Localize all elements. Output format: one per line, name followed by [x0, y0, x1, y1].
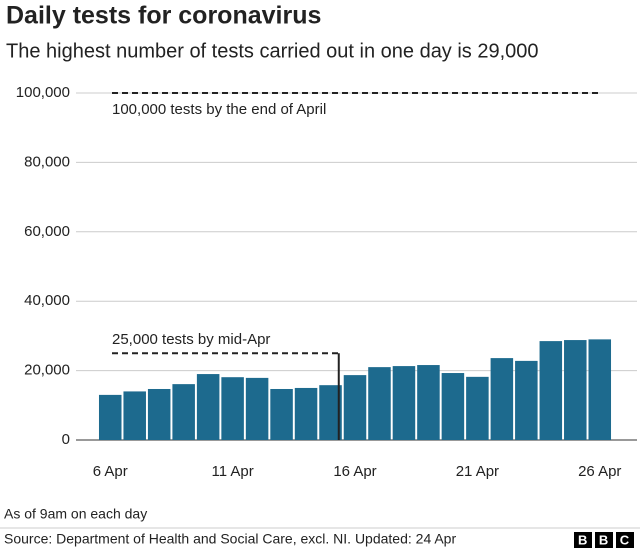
y-tick-label: 40,000 — [24, 292, 70, 309]
y-tick-label: 60,000 — [24, 223, 70, 240]
bar — [123, 391, 146, 440]
bar — [343, 375, 367, 440]
bar — [515, 360, 538, 440]
y-tick-label: 0 — [62, 431, 70, 448]
logo: BBC — [574, 532, 640, 548]
bar — [221, 377, 244, 440]
bar — [417, 365, 440, 440]
bar — [172, 384, 195, 440]
chart-title: Daily tests for coronavirus — [6, 2, 321, 30]
bar — [441, 373, 465, 440]
bar — [319, 385, 342, 440]
bar — [147, 388, 171, 440]
bar — [270, 388, 293, 440]
x-tick-label: 16 Apr — [333, 463, 376, 480]
logo-block — [574, 532, 592, 548]
x-tick-label: 26 Apr — [578, 463, 621, 480]
note: As of 9am on each day — [4, 506, 147, 522]
chart-subtitle: The highest number of tests carried out … — [6, 40, 539, 62]
bar — [539, 341, 563, 440]
target-label: 100,000 tests by the end of April — [112, 101, 326, 118]
y-tick-label: 20,000 — [24, 362, 70, 379]
logo-block — [616, 532, 634, 548]
bar — [564, 340, 587, 440]
logo-text: BBC — [578, 532, 640, 547]
bar — [490, 358, 514, 440]
bar — [294, 387, 318, 440]
y-tick-label: 100,000 — [16, 84, 70, 101]
bar — [245, 377, 269, 440]
bar — [392, 366, 416, 440]
target-label: 25,000 tests by mid-Apr — [112, 331, 270, 348]
x-tick-label: 21 Apr — [456, 463, 499, 480]
x-tick-label: 11 Apr — [211, 463, 253, 480]
bar — [588, 339, 612, 440]
y-tick-label: 80,000 — [24, 153, 70, 170]
bar — [196, 374, 220, 440]
x-tick-label: 6 Apr — [93, 463, 128, 480]
bar — [466, 376, 489, 440]
bar — [368, 367, 391, 440]
logo-block — [595, 532, 613, 548]
bar — [98, 394, 122, 440]
source: Source: Department of Health and Social … — [4, 531, 456, 547]
